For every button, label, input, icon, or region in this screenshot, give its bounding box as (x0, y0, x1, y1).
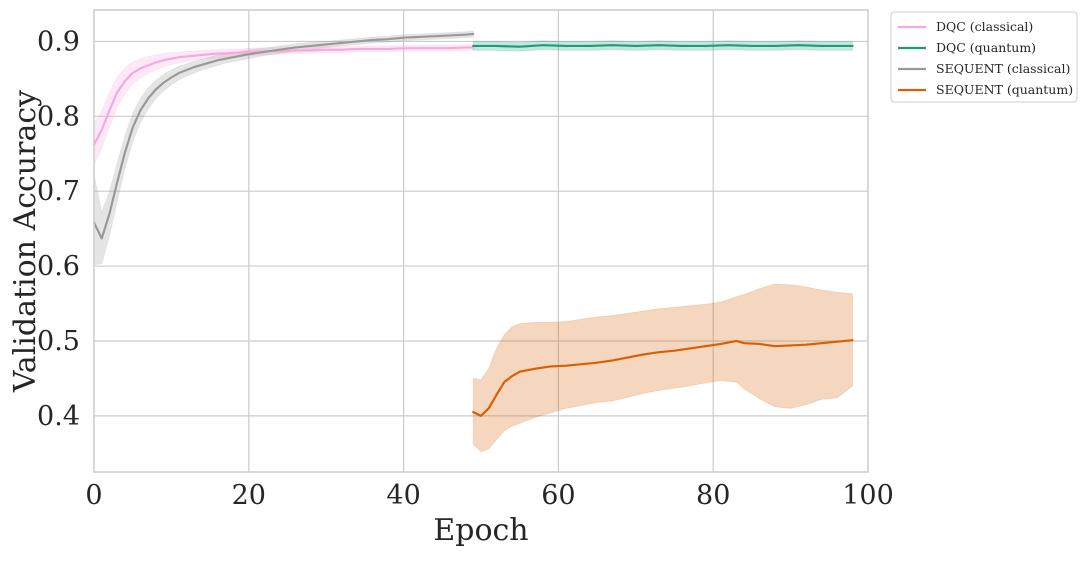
dqc-classical-line (92, 46, 475, 146)
x-tick-label: 60 (541, 480, 575, 511)
legend-label-sequent-quantum: SEQUENT (quantum) (936, 82, 1073, 97)
sequent-quantum-band (472, 283, 854, 453)
dqc-classical-band (93, 43, 474, 166)
plot-frame (93, 9, 869, 473)
x-axis-title: Epoch (433, 513, 528, 548)
y-tick-label: 0.7 (37, 176, 80, 207)
y-tick-label: 0.8 (37, 101, 80, 132)
legend: DQC (classical) DQC (quantum) SEQUENT (cla… (890, 11, 1078, 103)
y-tick-label: 0.9 (37, 26, 80, 57)
legend-frame (890, 11, 1078, 103)
tick-labels: 0 20 40 60 80 100 0.4 0.5 0.6 0.7 0.8 0.9 (37, 26, 894, 511)
x-tick-label: 80 (696, 480, 730, 511)
sequent-classical-band (93, 30, 474, 266)
y-axis-title: Validation Accuracy (8, 90, 43, 393)
x-tick-label: 40 (386, 480, 420, 511)
confidence-bands (93, 30, 854, 453)
y-tick-label: 0.6 (37, 251, 80, 282)
x-tick-label: 20 (232, 480, 266, 511)
x-tick-label: 100 (842, 480, 894, 511)
legend-label-dqc-classical: DQC (classical) (936, 19, 1033, 34)
legend-label-sequent-classical: SEQUENT (classical) (936, 61, 1070, 76)
y-tick-label: 0.5 (37, 326, 80, 357)
sequent-quantum-line (472, 339, 854, 417)
x-tick-label: 0 (85, 480, 102, 511)
y-tick-label: 0.4 (37, 401, 80, 432)
series-lines (92, 32, 854, 417)
dqc-quantum-line (472, 44, 854, 48)
legend-label-dqc-quantum: DQC (quantum) (936, 40, 1036, 55)
sequent-classical-line (92, 32, 475, 240)
